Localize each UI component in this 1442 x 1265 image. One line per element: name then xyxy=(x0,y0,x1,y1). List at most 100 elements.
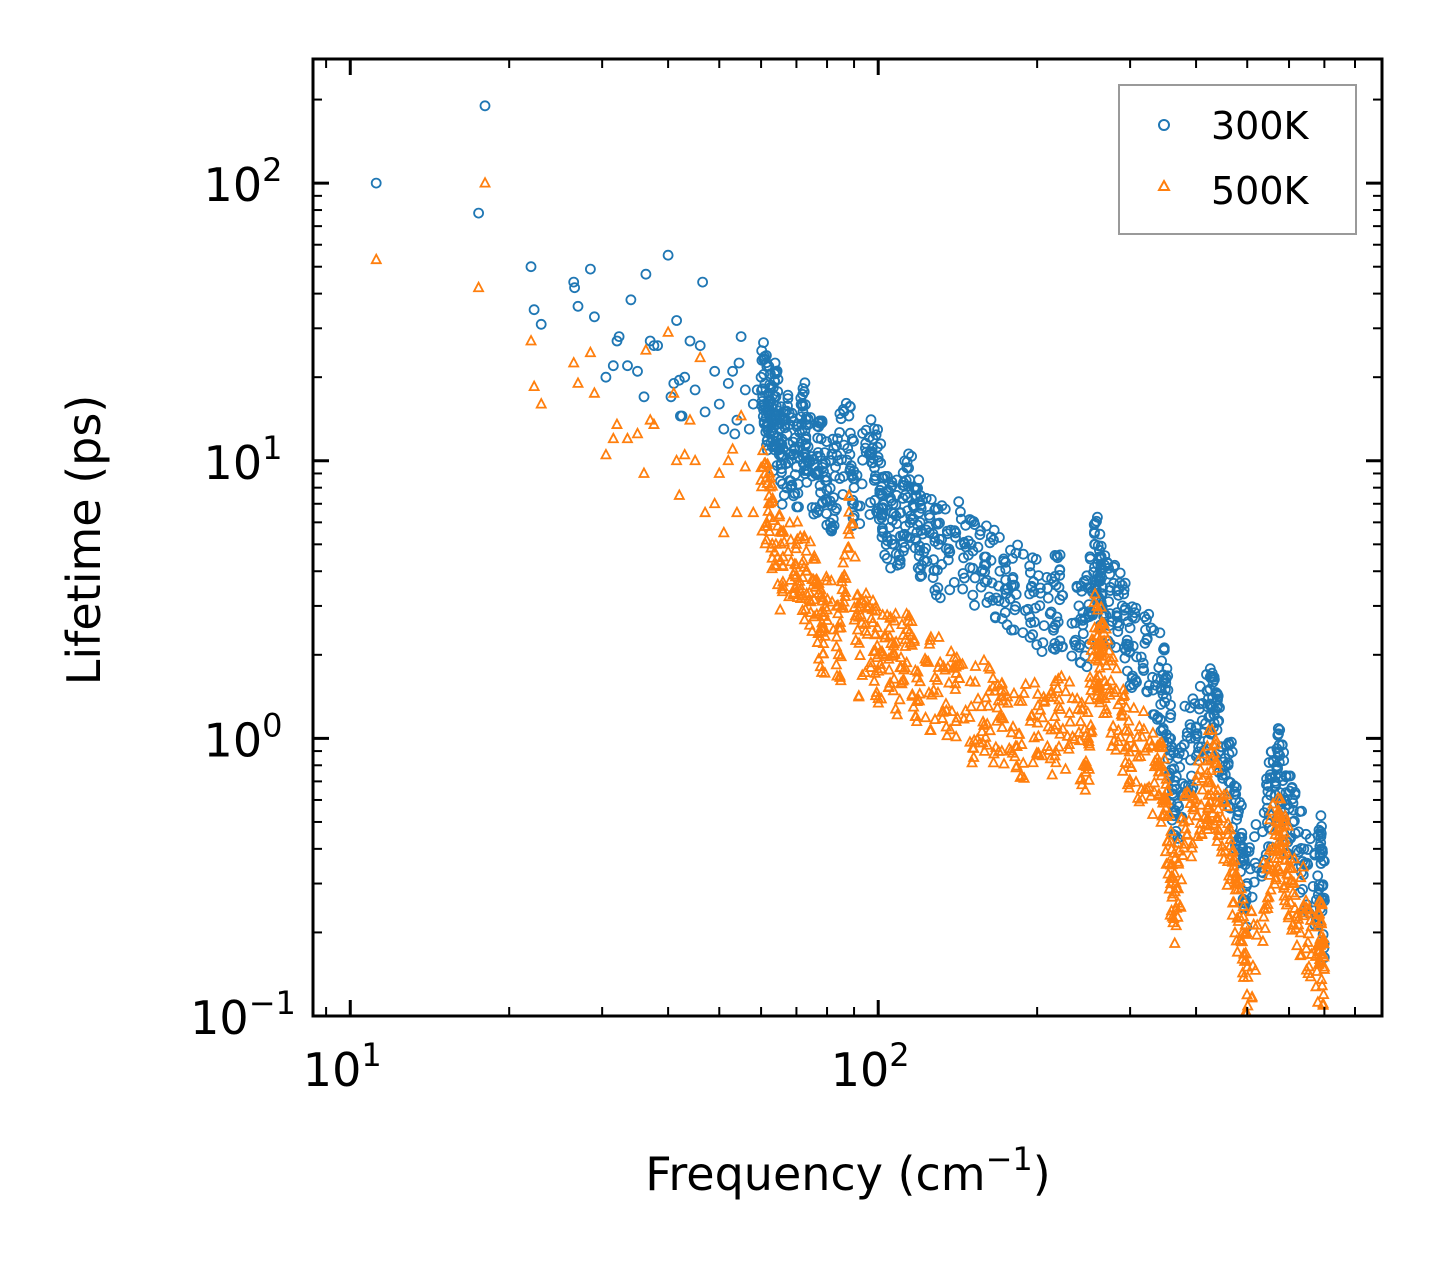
data-point-300K xyxy=(739,384,751,396)
data-point-500K xyxy=(818,666,831,678)
data-point-500K xyxy=(836,582,849,595)
data-point-500K xyxy=(1015,737,1028,749)
data-point-500K xyxy=(1218,795,1231,808)
data-point-500K xyxy=(1131,750,1144,762)
data-point-500K xyxy=(820,570,833,582)
data-point-500K xyxy=(1063,706,1076,718)
data-point-300K xyxy=(1250,819,1262,830)
data-point-300K xyxy=(1141,614,1152,625)
data-point-300K xyxy=(1000,588,1012,600)
data-point-500K xyxy=(934,655,947,667)
data-point-500K xyxy=(1009,739,1022,751)
data-point-500K xyxy=(1196,783,1209,795)
data-point-300K xyxy=(932,518,944,530)
data-point-500K xyxy=(773,509,786,522)
data-point-500K xyxy=(1137,722,1150,734)
data-point-500K xyxy=(1211,814,1224,826)
data-point-500K xyxy=(667,386,680,398)
data-point-300K xyxy=(880,485,892,497)
data-point-500K xyxy=(951,710,964,723)
data-point-300K xyxy=(948,577,960,588)
data-point-500K xyxy=(1122,714,1135,726)
data-point-500K xyxy=(588,386,601,398)
data-point-300K xyxy=(776,498,788,510)
data-point-500K xyxy=(774,537,787,549)
data-point-300K xyxy=(864,509,876,520)
data-point-500K xyxy=(1085,643,1098,655)
data-point-300K xyxy=(1147,671,1158,683)
data-point-300K xyxy=(950,531,961,543)
data-point-500K xyxy=(920,654,933,667)
data-point-500K xyxy=(1131,791,1144,803)
data-point-500K xyxy=(816,647,829,659)
data-point-500K xyxy=(1059,684,1072,697)
data-point-300K xyxy=(958,552,969,564)
data-point-300K xyxy=(820,457,831,469)
data-point-300K xyxy=(934,517,945,529)
data-point-500K xyxy=(866,602,879,615)
data-point-300K xyxy=(845,401,856,413)
data-point-500K xyxy=(678,447,691,460)
data-point-500K xyxy=(1294,870,1307,883)
data-point-500K xyxy=(756,443,769,456)
data-point-300K xyxy=(932,582,944,594)
data-point-500K xyxy=(859,617,872,629)
data-point-300K xyxy=(793,501,804,513)
data-point-500K xyxy=(1175,872,1188,885)
data-point-500K xyxy=(825,573,838,586)
data-point-300K xyxy=(1127,640,1139,652)
data-point-500K xyxy=(1275,810,1288,822)
x-axis-label: Frequency (cm−1) xyxy=(645,1140,1050,1201)
data-point-300K xyxy=(1017,548,1029,560)
data-point-500K xyxy=(939,663,952,675)
data-point-300K xyxy=(632,365,643,377)
data-point-500K xyxy=(972,692,985,704)
data-point-500K xyxy=(774,603,787,615)
data-point-500K xyxy=(889,702,902,714)
data-point-500K xyxy=(1204,776,1217,788)
data-point-300K xyxy=(832,433,843,445)
data-point-500K xyxy=(472,280,485,293)
data-point-300K xyxy=(1265,746,1277,758)
data-point-500K xyxy=(1105,654,1118,666)
data-point-500K xyxy=(817,636,830,649)
data-point-300K xyxy=(779,412,790,424)
data-point-300K xyxy=(955,506,966,518)
data-point-500K xyxy=(885,636,898,648)
legend-marker-500K xyxy=(1157,178,1171,191)
data-point-500K xyxy=(1122,724,1135,736)
data-point-300K xyxy=(910,535,922,546)
data-point-500K xyxy=(977,653,990,665)
data-point-500K xyxy=(1079,754,1092,767)
data-point-500K xyxy=(1215,845,1228,857)
data-point-500K xyxy=(909,663,922,676)
data-point-300K xyxy=(1217,764,1229,776)
data-point-300K xyxy=(1044,608,1056,620)
data-point-500K xyxy=(1051,681,1064,694)
data-point-500K xyxy=(849,550,862,562)
data-point-500K xyxy=(1156,740,1169,752)
data-point-500K xyxy=(1089,587,1102,599)
data-point-500K xyxy=(1017,686,1030,698)
data-point-500K xyxy=(1295,948,1308,960)
data-point-300K xyxy=(903,462,914,474)
data-point-300K xyxy=(1054,549,1066,561)
data-point-300K xyxy=(699,406,711,418)
data-point-300K xyxy=(916,569,928,581)
data-point-500K xyxy=(1116,764,1129,776)
data-point-500K xyxy=(1212,795,1225,808)
data-point-300K xyxy=(820,475,831,487)
data-point-500K xyxy=(1045,684,1058,696)
data-point-500K xyxy=(1074,714,1087,727)
data-point-300K xyxy=(1173,747,1185,759)
data-point-500K xyxy=(875,692,888,704)
data-point-500K xyxy=(1280,898,1293,910)
data-point-500K xyxy=(978,744,991,756)
data-point-500K xyxy=(1096,649,1109,661)
data-point-300K xyxy=(607,360,619,372)
data-point-300K xyxy=(777,443,789,455)
data-point-300K xyxy=(1054,635,1066,647)
data-point-500K xyxy=(929,712,942,725)
data-point-500K xyxy=(1274,864,1287,877)
data-point-500K xyxy=(1160,772,1173,784)
